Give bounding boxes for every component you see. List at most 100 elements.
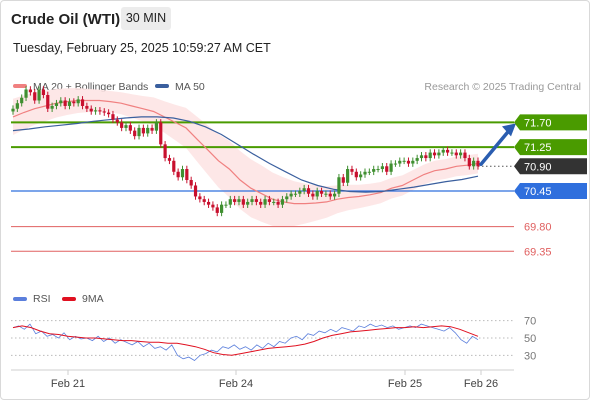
candle-body (128, 125, 132, 131)
candle-body (276, 201, 280, 205)
level-tag-resistance (514, 139, 587, 156)
candle-body (198, 196, 202, 200)
candle-body (241, 199, 245, 205)
candle-body (472, 160, 476, 167)
candle-body (476, 160, 480, 167)
candle-body (102, 111, 106, 113)
candle-body (419, 155, 424, 159)
level-label: 71.25 (524, 142, 552, 154)
candle-body (215, 207, 219, 213)
candle-body (93, 110, 98, 112)
candle-body (146, 127, 150, 134)
candle-body (337, 177, 341, 194)
candle-body (259, 201, 263, 205)
candle-body (367, 171, 371, 173)
x-tick-label: Feb 25 (388, 378, 422, 390)
level-tag-resistance (514, 114, 587, 131)
candle-body (76, 99, 80, 104)
candle-body (189, 180, 193, 186)
rsi-line (12, 323, 479, 361)
candle-body (228, 199, 232, 205)
ma50-line (12, 116, 479, 193)
level-tag-pivot (514, 182, 587, 199)
candle-body (280, 199, 285, 205)
candle-body (15, 103, 19, 109)
candle-body (67, 101, 72, 106)
level-label: 70.90 (524, 161, 552, 173)
timestamp: Tuesday, February 25, 2025 10:59:27 AM C… (13, 41, 271, 55)
candle-body (237, 199, 241, 202)
candle-body (432, 152, 437, 156)
candle-body (124, 125, 128, 128)
candle-body (441, 149, 445, 153)
x-tick-label: Feb 21 (51, 378, 85, 390)
candle-body (428, 152, 432, 159)
candles (11, 86, 480, 217)
candle-body (163, 144, 167, 159)
candle-body (306, 188, 311, 194)
candle-body (376, 169, 380, 171)
candle-body (302, 188, 306, 191)
candle-body (111, 114, 115, 120)
candle-body (193, 185, 198, 197)
candle-body (406, 160, 411, 164)
candle-body (59, 100, 63, 104)
candle-body (341, 177, 345, 183)
candle-body (120, 122, 124, 128)
candle-body (150, 127, 154, 131)
forecast-arrow-icon (479, 123, 516, 167)
candle-body (398, 160, 402, 164)
ma50-legend-label: MA 50 (175, 81, 205, 93)
candle-body (315, 190, 319, 197)
candle-body (467, 158, 471, 167)
candle-body (219, 204, 224, 213)
candle-body (89, 108, 93, 112)
candle-body (159, 122, 163, 145)
candle-body (311, 193, 315, 197)
candle-body (354, 171, 358, 178)
level-tags: 71.70 71.25 70.90 70.45 69.80 69.35 (514, 114, 587, 258)
candle-body (389, 163, 393, 172)
candle-body (202, 199, 206, 202)
candle-body (133, 130, 137, 137)
candle-body (37, 89, 41, 101)
candle-body (363, 171, 367, 175)
candle-body (415, 158, 419, 161)
x-tick-label: Feb 24 (219, 378, 253, 390)
rsi-tick-label: 70 (524, 316, 536, 328)
rsi-ma-legend-swatch (62, 297, 76, 301)
candle-body (50, 105, 54, 109)
candle-body (380, 166, 384, 170)
rsi-panel: 70 50 30 (11, 316, 536, 362)
candle-body (424, 155, 428, 159)
candle-body (137, 127, 141, 137)
candle-body (385, 166, 389, 172)
candle-body (46, 95, 50, 109)
candle-body (167, 158, 172, 161)
candle-body (224, 204, 228, 206)
candle-body (141, 127, 145, 134)
candle-body (250, 199, 254, 202)
timeframe-badge[interactable]: 30 MIN (121, 7, 171, 30)
candle-body (445, 149, 450, 153)
candle-body (185, 169, 189, 180)
candle-body (346, 169, 350, 183)
candle-body (41, 89, 46, 95)
level-label: 70.45 (524, 186, 552, 198)
candle-body (28, 89, 32, 93)
arrow-shaft (479, 127, 512, 167)
candle-body (289, 193, 293, 197)
candle-body (11, 108, 15, 112)
arrow-head (502, 123, 516, 137)
rsi-legend-label: RSI (33, 293, 51, 305)
candle-body (402, 160, 406, 162)
ma20-legend-swatch (13, 84, 27, 88)
candle-body (372, 169, 376, 172)
level-label: 71.70 (524, 117, 552, 129)
candle-body (324, 193, 328, 195)
candle-body (328, 193, 332, 197)
rsi-ma-legend-label: 9MA (82, 293, 104, 305)
candle-body (285, 196, 289, 200)
level-label: 69.35 (524, 246, 552, 258)
